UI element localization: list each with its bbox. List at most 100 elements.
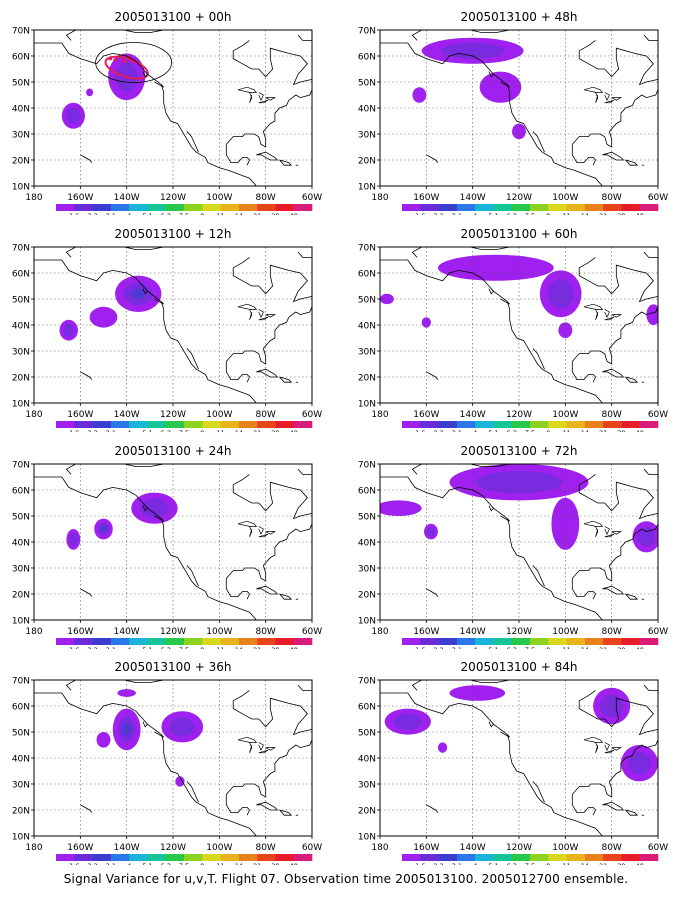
x-tick-label: 80W [255,193,275,203]
colorbar-swatch [56,204,75,211]
colorbar-label: 29 [617,212,625,215]
map-panel: 2005013100 + 00h 10N 20N 30N 40N 50N 60N 70N 180… [0,0,340,215]
colorbar-swatch [475,421,494,428]
y-tick-label: 30N [358,565,376,575]
colorbar-label: 5.1 [142,429,152,432]
x-tick-label: 140W [114,627,140,637]
variance-blob [380,500,422,516]
coastline [142,71,148,78]
colorbar-label: 40 [636,862,644,865]
colorbar-swatch [74,421,93,428]
y-tick-label: 20N [358,157,376,167]
colorbar-label: 5.1 [488,429,498,432]
y-tick-label: 20N [12,157,30,167]
coastline [242,156,250,166]
y-tick-label: 20N [12,591,30,601]
coastline [297,468,312,475]
lake-outline [583,303,604,310]
x-tick-label: 80W [601,843,621,853]
coastline [232,257,312,303]
colorbar-swatch [56,638,75,645]
variance-blob [437,254,554,281]
colorbar-label: 5.1 [142,862,152,865]
colorbar-swatch [74,638,93,645]
lake-outline [604,92,610,102]
y-tick-label: 10N [358,183,376,193]
panel-title: 2005013100 + 48h [461,10,578,24]
colorbar-swatch [147,421,167,428]
colorbar-label: 4 [127,862,131,865]
x-tick-label: 60W [302,627,322,637]
colorbar-swatch [275,204,295,211]
colorbar-label: 4 [127,429,131,432]
colorbar-swatch [92,421,112,428]
colorbar-swatch [621,421,641,428]
colorbar-label: 40 [636,212,644,215]
lake-outline [604,533,615,538]
lake-outline [265,97,277,101]
x-tick-label: 60W [648,843,668,853]
y-tick-label: 10N [358,833,376,843]
y-tick-label: 60N [12,270,30,280]
colorbar-swatch [165,854,185,861]
colorbar-label: 1.6 [415,862,425,865]
lake-outline [604,99,615,104]
variance-blob [646,304,658,325]
colorbar-swatch [493,421,513,428]
coastline [242,590,250,600]
colorbar-swatch [147,204,167,211]
coastline [488,288,494,295]
y-tick-label: 50N [358,296,376,306]
colorbar-swatch [165,421,185,428]
colorbar-label: 29 [271,212,279,215]
x-tick-label: 80W [601,627,621,637]
colorbar-swatch [220,854,240,861]
y-tick-label: 60N [358,53,376,63]
lake-outline [604,749,615,754]
x-tick-label: 180 [371,193,388,203]
colorbar-label: 5.1 [142,646,152,649]
x-tick-label: 60W [302,193,322,203]
x-tick-label: 140W [460,627,486,637]
colorbar-swatch [548,421,567,428]
variance-blob-core [426,526,436,537]
colorbar-label: 6.3 [507,212,517,215]
colorbar-swatch [184,204,203,211]
lake-outline [611,97,623,101]
colorbar-swatch [202,421,221,428]
x-tick-label: 160W [413,627,439,637]
colorbar-label: 21 [253,862,261,865]
colorbar-label: 14 [581,862,589,865]
y-tick-label: 40N [12,539,30,549]
colorbar-swatch [402,421,421,428]
colorbar-swatch [456,421,476,428]
coastline [625,593,639,600]
x-tick-label: 120W [506,627,532,637]
map-panel: 2005013100 + 60h 10N 20N 30N 40N 50N 60N 70N 180… [346,217,686,432]
colorbar-label: 29 [271,646,279,649]
coastline [625,809,639,816]
y-tick-label: 20N [12,374,30,384]
lake-outline [595,742,599,753]
x-tick-label: 160W [67,627,93,637]
colorbar-label: 4 [473,212,477,215]
coastline [532,348,545,370]
colorbar-swatch [129,421,148,428]
colorbar-label: 21 [253,429,261,432]
colorbar-swatch [202,638,221,645]
colorbar-swatch [475,204,494,211]
colorbar-swatch [293,421,313,428]
x-tick-label: 160W [67,410,93,420]
colorbar-swatch [438,421,458,428]
coastline [154,81,164,88]
colorbar-label: 6.3 [161,646,171,649]
coastline [426,804,439,813]
coastline [571,306,658,381]
variance-blob-core [66,107,81,124]
colorbar-label: 21 [599,646,607,649]
lake-outline [258,526,264,536]
colorbar-label: 2.2 [433,212,443,215]
lake-outline [237,520,258,527]
colorbar-swatch [530,204,549,211]
coastline [225,739,312,814]
